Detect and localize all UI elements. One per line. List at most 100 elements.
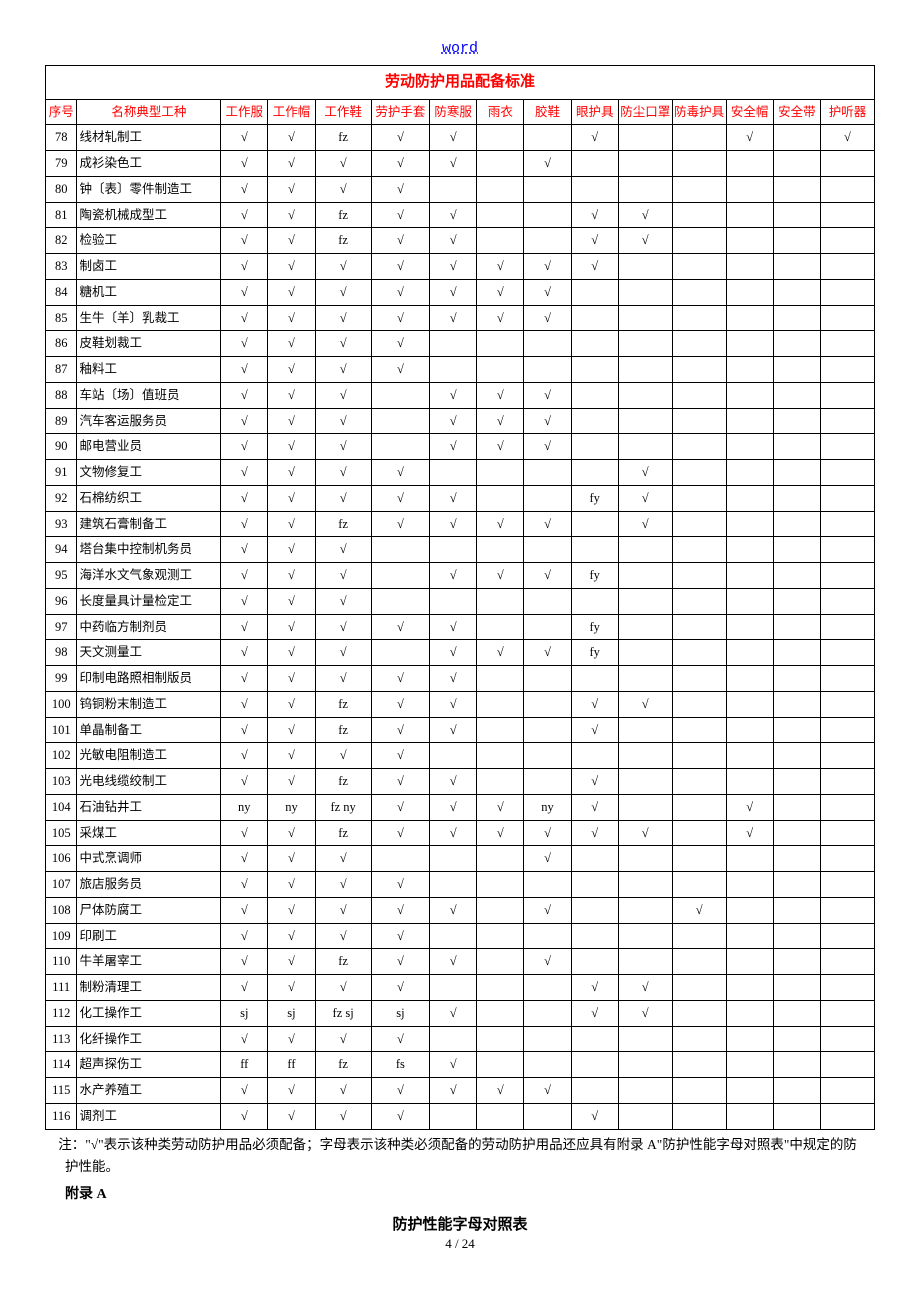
cell-value: [820, 743, 874, 769]
cell-value: √: [221, 228, 268, 254]
table-title-row: 劳动防护用品配备标准: [46, 66, 875, 100]
cell-value: [618, 1026, 672, 1052]
cell-value: [524, 1052, 571, 1078]
cell-value: [524, 1000, 571, 1026]
cell-value: √: [221, 305, 268, 331]
row-index: 87: [46, 357, 77, 383]
cell-value: [773, 563, 820, 589]
row-job-name: 石油钻井工: [77, 794, 221, 820]
cell-value: ff: [221, 1052, 268, 1078]
cell-value: √: [371, 485, 429, 511]
cell-value: √: [268, 923, 315, 949]
cell-value: [726, 511, 773, 537]
cell-value: [820, 279, 874, 305]
cell-value: √: [315, 563, 371, 589]
cell-value: √: [430, 511, 477, 537]
column-header: 雨衣: [477, 99, 524, 125]
cell-value: [773, 717, 820, 743]
cell-value: [371, 846, 429, 872]
cell-value: √: [268, 460, 315, 486]
cell-value: fz: [315, 1052, 371, 1078]
cell-value: [477, 897, 524, 923]
table-row: 107旅店服务员√√√√: [46, 872, 875, 898]
row-job-name: 建筑石膏制备工: [77, 511, 221, 537]
cell-value: [672, 202, 726, 228]
row-job-name: 采煤工: [77, 820, 221, 846]
cell-value: [618, 743, 672, 769]
cell-value: [820, 537, 874, 563]
cell-value: √: [221, 125, 268, 151]
cell-value: √: [524, 846, 571, 872]
cell-value: √: [430, 1000, 477, 1026]
row-index: 105: [46, 820, 77, 846]
cell-value: √: [430, 717, 477, 743]
cell-value: √: [268, 228, 315, 254]
cell-value: [773, 743, 820, 769]
cell-value: [672, 717, 726, 743]
table-row: 100钨铜粉末制造工√√fz√√√√: [46, 691, 875, 717]
cell-value: √: [371, 228, 429, 254]
cell-value: [618, 279, 672, 305]
cell-value: [571, 666, 618, 692]
cell-value: [477, 614, 524, 640]
table-row: 103光电线缆绞制工√√fz√√√: [46, 769, 875, 795]
cell-value: [571, 434, 618, 460]
cell-value: √: [477, 563, 524, 589]
cell-value: [672, 1000, 726, 1026]
cell-value: [773, 485, 820, 511]
cell-value: [726, 228, 773, 254]
cell-value: [773, 769, 820, 795]
cell-value: √: [618, 1000, 672, 1026]
row-index: 116: [46, 1103, 77, 1129]
cell-value: √: [315, 923, 371, 949]
cell-value: [820, 975, 874, 1001]
row-job-name: 检验工: [77, 228, 221, 254]
cell-value: √: [618, 460, 672, 486]
cell-value: [820, 1078, 874, 1104]
cell-value: [571, 331, 618, 357]
cell-value: [773, 202, 820, 228]
cell-value: √: [371, 872, 429, 898]
cell-value: √: [477, 511, 524, 537]
row-job-name: 线材轧制工: [77, 125, 221, 151]
cell-value: [726, 485, 773, 511]
cell-value: [477, 717, 524, 743]
cell-value: [477, 846, 524, 872]
cell-value: √: [221, 666, 268, 692]
cell-value: [773, 1026, 820, 1052]
table-row: 105采煤工√√fz√√√√√√√: [46, 820, 875, 846]
cell-value: [571, 897, 618, 923]
cell-value: [773, 614, 820, 640]
cell-value: √: [477, 820, 524, 846]
row-job-name: 陶瓷机械成型工: [77, 202, 221, 228]
cell-value: √: [221, 485, 268, 511]
table-row: 101单晶制备工√√fz√√√: [46, 717, 875, 743]
cell-value: [726, 975, 773, 1001]
column-header: 名称典型工种: [77, 99, 221, 125]
cell-value: √: [371, 125, 429, 151]
cell-value: [618, 897, 672, 923]
cell-value: [618, 1103, 672, 1129]
table-row: 91文物修复工√√√√√: [46, 460, 875, 486]
cell-value: [820, 897, 874, 923]
cell-value: [618, 151, 672, 177]
row-job-name: 中式烹调师: [77, 846, 221, 872]
cell-value: [820, 382, 874, 408]
cell-value: fz: [315, 769, 371, 795]
cell-value: [820, 872, 874, 898]
cell-value: √: [524, 820, 571, 846]
cell-value: √: [268, 846, 315, 872]
row-job-name: 邮电营业员: [77, 434, 221, 460]
cell-value: √: [221, 331, 268, 357]
row-index: 114: [46, 1052, 77, 1078]
row-job-name: 光敏电阻制造工: [77, 743, 221, 769]
cell-value: [524, 614, 571, 640]
cell-value: √: [430, 202, 477, 228]
row-job-name: 单晶制备工: [77, 717, 221, 743]
cell-value: [571, 305, 618, 331]
cell-value: [726, 588, 773, 614]
cell-value: √: [221, 1078, 268, 1104]
cell-value: √: [315, 897, 371, 923]
cell-value: √: [524, 382, 571, 408]
cell-value: [726, 743, 773, 769]
